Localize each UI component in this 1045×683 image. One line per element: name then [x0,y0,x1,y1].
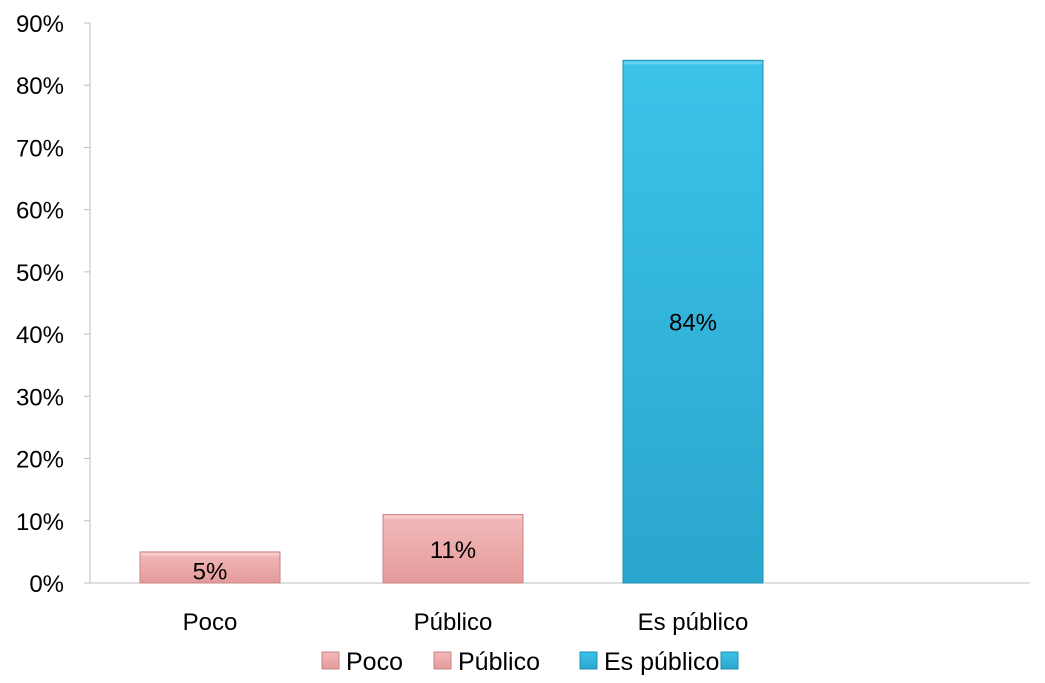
data-label: 11% [430,537,476,564]
y-tick-label: 10% [16,509,64,536]
y-tick-label: 30% [16,384,64,411]
data-label: 84% [669,310,717,337]
y-tick-label: 60% [16,198,64,225]
y-tick-label: 70% [16,135,64,162]
bar-1 [139,551,281,584]
data-label: 5% [193,558,228,585]
legend-label: Es público [604,648,719,676]
x-tick-label: Público [414,609,493,636]
y-tick-label: 50% [16,260,64,287]
legend-swatch [433,651,452,670]
x-axis-labels: Poco Público Es público [183,609,749,636]
bar-highlight [384,515,522,519]
legend: Poco Público Es público [321,648,739,676]
y-tick-label: 0% [29,571,64,598]
legend-label: Poco [346,648,403,676]
x-tick-label: Poco [183,609,238,636]
legend-label: Público [458,648,540,676]
bars-group: 5% 11% 84% [139,59,764,585]
y-tick-label: 90% [16,11,64,38]
legend-swatch [579,651,598,670]
y-tick-label: 20% [16,447,64,474]
bar-3 [622,59,764,584]
bar-2 [382,514,524,584]
bar-highlight [141,552,279,556]
legend-swatch [321,651,340,670]
y-axis-ticks: 0% 10% 20% 30% 40% 50% 60% 70% 80% 90% [16,11,90,598]
bar-highlight [624,61,762,65]
x-tick-label: Es público [638,609,749,636]
legend-swatch [720,651,739,670]
y-tick-label: 40% [16,322,64,349]
y-tick-label: 80% [16,73,64,100]
